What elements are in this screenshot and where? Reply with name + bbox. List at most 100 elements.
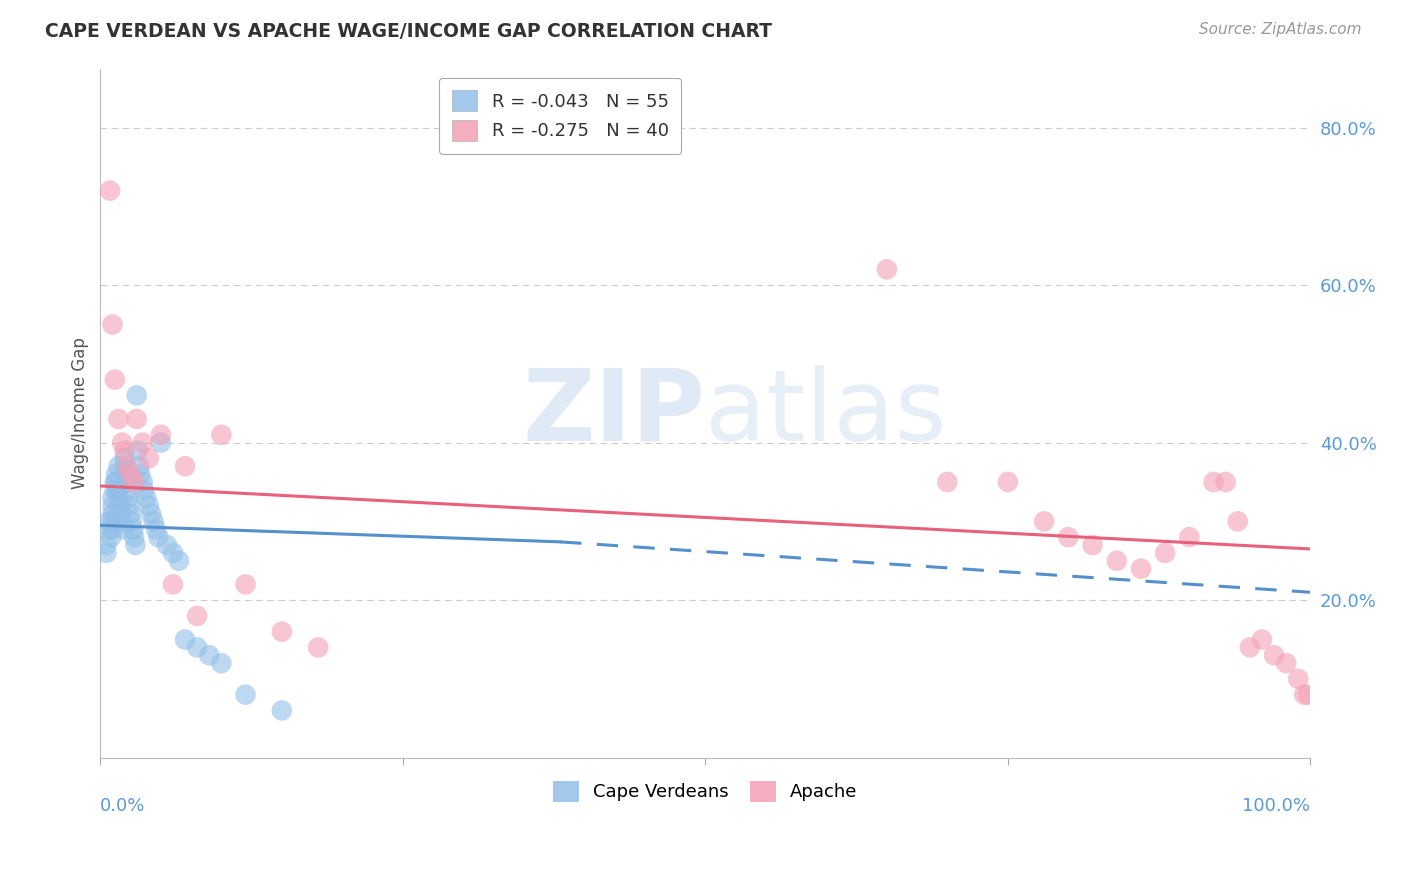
Point	[162, 577, 184, 591]
Point	[96, 538, 118, 552]
Point	[198, 648, 221, 663]
Point	[114, 459, 136, 474]
Point	[186, 640, 208, 655]
Point	[145, 522, 167, 536]
Point	[1178, 530, 1201, 544]
Point	[100, 530, 122, 544]
Point	[101, 515, 124, 529]
Point	[209, 427, 232, 442]
Point	[270, 624, 292, 639]
Point	[115, 459, 138, 474]
Point	[307, 640, 329, 655]
Point	[1202, 475, 1225, 489]
Legend: Cape Verdeans, Apache: Cape Verdeans, Apache	[544, 772, 866, 811]
Point	[107, 412, 129, 426]
Point	[115, 483, 138, 497]
Point	[122, 475, 145, 489]
Point	[1251, 632, 1274, 647]
Text: atlas: atlas	[706, 365, 948, 461]
Point	[107, 491, 129, 505]
Point	[209, 656, 232, 670]
Point	[111, 435, 134, 450]
Point	[149, 427, 172, 442]
Point	[1154, 546, 1177, 560]
Text: Source: ZipAtlas.com: Source: ZipAtlas.com	[1198, 22, 1361, 37]
Point	[129, 467, 152, 482]
Point	[101, 522, 124, 536]
Point	[174, 459, 197, 474]
Point	[1057, 530, 1080, 544]
Point	[936, 475, 959, 489]
Point	[101, 491, 124, 505]
Point	[98, 522, 121, 536]
Text: 100.0%: 100.0%	[1243, 797, 1310, 814]
Point	[122, 522, 145, 536]
Point	[114, 451, 136, 466]
Point	[105, 483, 128, 497]
Point	[104, 483, 127, 497]
Point	[112, 522, 135, 536]
Point	[101, 507, 124, 521]
Point	[167, 554, 190, 568]
Point	[1263, 648, 1285, 663]
Point	[138, 499, 160, 513]
Point	[127, 443, 149, 458]
Point	[124, 538, 146, 552]
Point	[186, 608, 208, 623]
Point	[138, 451, 160, 466]
Point	[132, 483, 155, 497]
Point	[270, 703, 292, 717]
Point	[110, 507, 132, 521]
Text: 0.0%: 0.0%	[100, 797, 146, 814]
Point	[148, 530, 170, 544]
Point	[1081, 538, 1104, 552]
Point	[1215, 475, 1237, 489]
Point	[111, 515, 134, 529]
Point	[105, 475, 128, 489]
Y-axis label: Wage/Income Gap: Wage/Income Gap	[72, 337, 89, 489]
Point	[114, 443, 136, 458]
Point	[1296, 688, 1319, 702]
Point	[125, 412, 148, 426]
Point	[120, 467, 142, 482]
Point	[108, 499, 131, 513]
Point	[1294, 688, 1316, 702]
Point	[105, 467, 128, 482]
Point	[235, 688, 257, 702]
Point	[1286, 672, 1309, 686]
Point	[122, 530, 145, 544]
Point	[1033, 515, 1056, 529]
Point	[131, 475, 153, 489]
Point	[174, 632, 197, 647]
Point	[98, 184, 121, 198]
Point	[118, 499, 141, 513]
Point	[1275, 656, 1298, 670]
Point	[1129, 561, 1152, 575]
Point	[121, 515, 143, 529]
Point	[97, 515, 120, 529]
Point	[120, 507, 142, 521]
Point	[135, 491, 157, 505]
Point	[115, 475, 138, 489]
Point	[1226, 515, 1249, 529]
Point	[1105, 554, 1128, 568]
Point	[125, 388, 148, 402]
Point	[876, 262, 898, 277]
Point	[101, 499, 124, 513]
Point	[149, 435, 172, 450]
Point	[1239, 640, 1261, 655]
Text: CAPE VERDEAN VS APACHE WAGE/INCOME GAP CORRELATION CHART: CAPE VERDEAN VS APACHE WAGE/INCOME GAP C…	[45, 22, 772, 41]
Point	[107, 459, 129, 474]
Point	[104, 475, 127, 489]
Point	[235, 577, 257, 591]
Point	[101, 318, 124, 332]
Point	[131, 435, 153, 450]
Point	[156, 538, 179, 552]
Point	[162, 546, 184, 560]
Point	[128, 459, 150, 474]
Point	[997, 475, 1019, 489]
Point	[141, 507, 163, 521]
Point	[104, 373, 127, 387]
Point	[114, 467, 136, 482]
Point	[96, 546, 118, 560]
